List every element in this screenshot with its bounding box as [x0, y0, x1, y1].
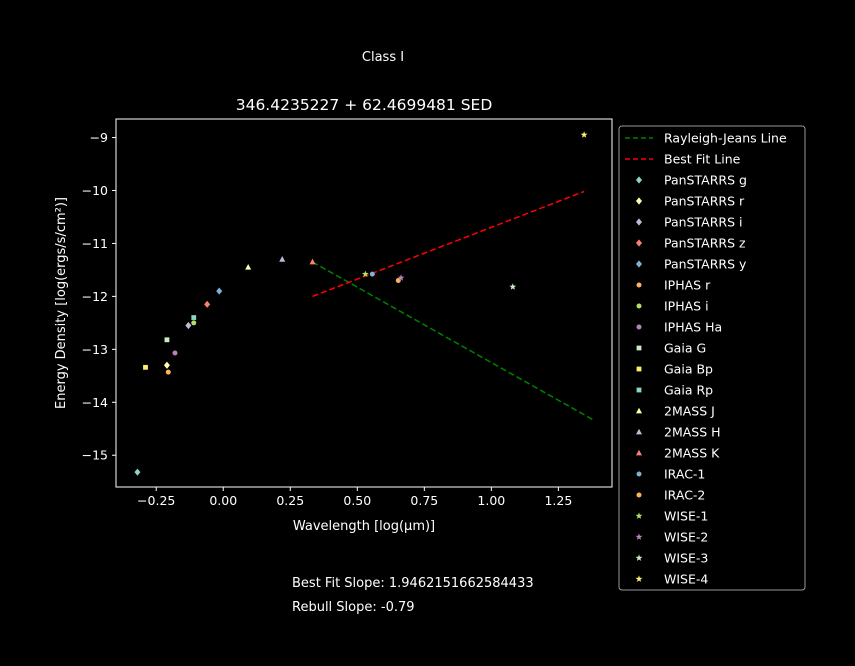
legend-entry-label: PanSTARRS r — [664, 194, 745, 209]
legend: Rayleigh-Jeans Line Best Fit Line PanSTARR… — [618, 125, 806, 591]
y-axis-label: Energy Density [log(ergs/s/cm²)] — [54, 197, 69, 409]
legend-marker-swatch — [636, 471, 642, 477]
data-point-iphas-ha — [172, 350, 178, 356]
chart-title: 346.4235227 + 62.4699481 SED — [236, 96, 493, 114]
legend-entry-label: WISE-1 — [664, 509, 708, 524]
y-axis: −15 −14 −13 −12 −11 −10 −9 — [82, 130, 116, 463]
legend-marker-swatch — [636, 282, 642, 288]
legend-marker-swatch — [636, 366, 642, 372]
data-point-panstarrs-z — [204, 300, 211, 308]
rebull-slope-note: Rebull Slope: -0.79 — [292, 600, 415, 615]
legend-entry-label: Best Fit Line — [664, 152, 741, 167]
legend-entry-label: Gaia Bp — [664, 362, 713, 377]
y-tick-label: −12 — [82, 289, 108, 304]
legend-marker-swatch — [636, 449, 642, 456]
legend-entry-label: WISE-3 — [664, 551, 708, 566]
plot-frame — [115, 118, 613, 488]
legend-entry-label: Gaia G — [664, 341, 706, 356]
legend-entry-label: Rayleigh-Jeans Line — [664, 131, 787, 146]
legend-entry-label: Gaia Rp — [664, 383, 713, 398]
legend-marker-swatch — [635, 575, 643, 582]
y-tick-label: −11 — [82, 236, 108, 251]
x-tick-label: 0.00 — [209, 493, 237, 508]
figure-suptitle: Class I — [362, 50, 404, 65]
legend-entry-label: 2MASS K — [664, 446, 720, 461]
y-tick-label: −14 — [82, 395, 108, 410]
y-tick-label: −10 — [82, 183, 108, 198]
legend-entry-label: PanSTARRS z — [664, 236, 746, 251]
legend-marker-swatch — [636, 176, 642, 184]
legend-marker-swatch — [636, 387, 642, 393]
legend-marker-swatch — [636, 260, 642, 268]
legend-marker-swatch — [636, 428, 642, 435]
data-point-2mass-j — [245, 263, 252, 270]
data-point-wise-3 — [509, 283, 517, 290]
legend-entry-label: PanSTARRS g — [664, 173, 747, 188]
legend-marker-swatch — [636, 303, 642, 309]
legend-marker-swatch — [635, 533, 643, 540]
legend-entry-label: PanSTARRS i — [664, 215, 742, 230]
data-point-gaia-g — [164, 337, 170, 343]
legend-entry-label: IRAC-1 — [664, 467, 705, 482]
legend-marker-swatch — [636, 218, 642, 226]
legend-marker-swatch — [636, 345, 642, 351]
y-tick-label: −13 — [82, 342, 108, 357]
best-fit-slope-note: Best Fit Slope: 1.9462151662584433 — [292, 576, 534, 591]
legend-entry-label: IPHAS i — [664, 299, 709, 314]
x-tick-label: 1.00 — [477, 493, 505, 508]
data-point-irac-1 — [369, 271, 375, 277]
x-tick-label: 0.50 — [343, 493, 371, 508]
x-tick-label: −0.25 — [137, 493, 175, 508]
x-axis-label: Wavelength [log(μm)] — [293, 519, 435, 534]
legend-entry-label: 2MASS J — [664, 404, 715, 419]
x-tick-label: 0.75 — [410, 493, 438, 508]
data-point-iphas-i — [191, 320, 197, 326]
legend-frame — [618, 125, 806, 591]
best-fit-line-line — [312, 190, 585, 298]
y-tick-label: −15 — [82, 448, 108, 463]
data-point-wise-4 — [580, 131, 588, 138]
legend-entry-label: PanSTARRS y — [664, 257, 747, 272]
legend-marker-swatch — [636, 197, 642, 205]
data-point-panstarrs-i — [185, 321, 192, 330]
data-point-2mass-h — [279, 256, 286, 262]
data-point-iphas-r — [165, 369, 171, 375]
legend-marker-swatch — [635, 554, 643, 561]
legend-entry-label: IPHAS r — [664, 278, 711, 293]
legend-marker-swatch — [636, 407, 642, 414]
x-tick-label: 0.25 — [276, 493, 304, 508]
legend-entry-label: WISE-4 — [664, 572, 708, 587]
data-point-panstarrs-g — [134, 468, 141, 476]
legend-entry-label: 2MASS H — [664, 425, 721, 440]
data-point-panstarrs-r — [163, 361, 170, 369]
legend-entry-label: IPHAS Ha — [664, 320, 722, 335]
data-point-gaia-rp — [191, 315, 197, 320]
data-point-gaia-bp — [143, 364, 148, 370]
data-point-2mass-k — [309, 258, 316, 265]
data-point-wise-1 — [361, 270, 369, 278]
legend-entry-label: WISE-2 — [664, 530, 708, 545]
plot-content — [134, 131, 594, 476]
x-tick-label: 1.25 — [544, 493, 572, 508]
y-tick-label: −9 — [90, 130, 108, 145]
legend-marker-swatch — [636, 324, 642, 330]
legend-marker-swatch — [635, 512, 643, 519]
x-axis: −0.25 0.00 0.25 0.50 0.75 1.00 1.25 — [137, 487, 572, 508]
legend-marker-swatch — [636, 492, 642, 498]
data-point-wise-2 — [397, 274, 405, 281]
legend-entry-label: IRAC-2 — [664, 488, 705, 503]
rayleigh-jeans-line-line — [312, 261, 594, 421]
data-point-panstarrs-y — [216, 287, 223, 295]
legend-marker-swatch — [636, 239, 642, 247]
